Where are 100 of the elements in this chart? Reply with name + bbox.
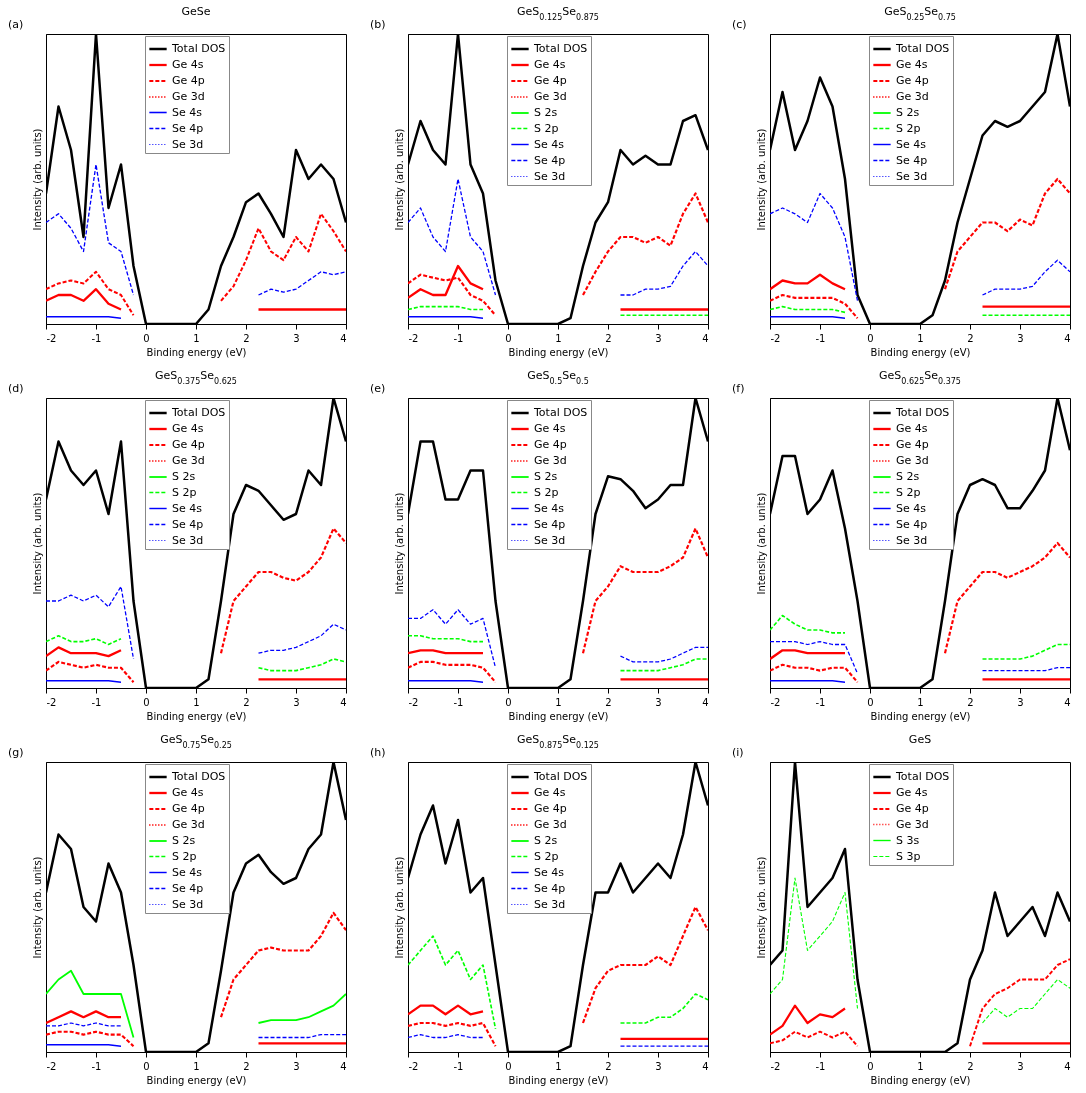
x-tick-label: 0 xyxy=(867,332,874,344)
legend-label: Se 3d xyxy=(172,533,204,547)
legend-label: Ge 3d xyxy=(896,90,929,103)
legend-label: S 2s xyxy=(896,106,920,119)
x-tick-label: 1 xyxy=(193,332,200,344)
legend-label: S 2p xyxy=(172,485,197,499)
x-tick-label: 3 xyxy=(293,696,300,708)
legend-label: Ge 4p xyxy=(534,802,567,815)
legend-label: Ge 4p xyxy=(896,802,929,815)
legend-label: Se 3d xyxy=(896,169,928,183)
legend-label: Se 4s xyxy=(534,137,565,151)
legend-label: Ge 4s xyxy=(534,786,566,799)
legend-label: Ge 3d xyxy=(896,817,929,831)
legend-label: Ge 4s xyxy=(172,422,204,435)
x-tick-label: 1 xyxy=(555,1060,562,1072)
y-axis-title: Intensity (arb. units) xyxy=(755,128,767,231)
x-tick-label: 4 xyxy=(702,696,709,708)
y-axis-title: Intensity (arb. units) xyxy=(393,856,405,959)
legend-label: Ge 4s xyxy=(896,58,928,71)
legend-label: Se 3d xyxy=(534,897,566,911)
legend-label: Total DOS xyxy=(895,406,950,419)
legend-label: Total DOS xyxy=(533,770,588,783)
x-tick-label: 3 xyxy=(1017,332,1024,344)
x-tick-label: 3 xyxy=(293,332,300,344)
legend-label: Ge 4p xyxy=(534,438,567,451)
chart-title: GeSe xyxy=(181,5,211,18)
x-tick-label: 2 xyxy=(243,332,250,344)
x-tick-label: 4 xyxy=(1064,1060,1071,1072)
legend-label: Ge 4s xyxy=(534,58,566,71)
legend-label: Ge 4p xyxy=(896,438,929,451)
legend-label: S 2s xyxy=(172,834,196,847)
x-tick-label: -2 xyxy=(46,1060,57,1072)
x-tick-label: 0 xyxy=(143,332,150,344)
y-axis-title: Intensity (arb. units) xyxy=(31,856,43,959)
legend-label: Ge 3d xyxy=(172,818,205,831)
x-tick-label: 4 xyxy=(1064,696,1071,708)
x-tick-label: -2 xyxy=(408,332,419,344)
legend-label: Se 4s xyxy=(172,501,203,515)
x-axis-title: Binding energy (eV) xyxy=(146,346,247,358)
legend-label: S 3s xyxy=(896,833,920,847)
x-tick-label: 2 xyxy=(243,696,250,708)
legend-label: S 2s xyxy=(534,834,558,847)
y-axis-title: Intensity (arb. units) xyxy=(31,492,43,595)
legend-label: Ge 3d xyxy=(534,90,567,103)
x-tick-label: -1 xyxy=(815,696,826,708)
text: (g) xyxy=(8,746,24,759)
y-axis-title: Intensity (arb. units) xyxy=(393,128,405,231)
x-tick-label: 1 xyxy=(193,1060,200,1072)
legend-label: Se 4s xyxy=(172,865,203,879)
legend-label: Se 4s xyxy=(896,137,927,151)
legend-label: Ge 4p xyxy=(896,74,929,87)
legend-label: Ge 4s xyxy=(896,786,928,799)
y-axis-title: Intensity (arb. units) xyxy=(755,492,767,595)
legend-label: Se 3d xyxy=(172,897,204,911)
x-tick-label: 4 xyxy=(702,332,709,344)
x-tick-label: -2 xyxy=(770,696,781,708)
x-tick-label: 3 xyxy=(1017,696,1024,708)
legend-label: S 2p xyxy=(896,485,921,499)
x-tick-label: 1 xyxy=(555,332,562,344)
legend-label: Total DOS xyxy=(533,406,588,419)
x-axis-title: Binding energy (eV) xyxy=(870,710,971,722)
legend-label: Se 4p xyxy=(172,121,204,135)
legend-label: Ge 4p xyxy=(172,74,205,87)
x-tick-label: 0 xyxy=(143,696,150,708)
x-axis-title: Binding energy (eV) xyxy=(508,346,609,358)
x-tick-label: 2 xyxy=(967,1060,974,1072)
legend-label: Se 4s xyxy=(534,865,565,879)
legend-label: S 3p xyxy=(896,849,921,863)
legend-label: S 2s xyxy=(896,470,920,483)
x-tick-label: -2 xyxy=(770,332,781,344)
x-tick-label: 0 xyxy=(867,696,874,708)
x-tick-label: 4 xyxy=(340,332,347,344)
x-tick-label: -1 xyxy=(453,1060,464,1072)
legend-label: S 2p xyxy=(172,849,197,863)
x-tick-label: 1 xyxy=(193,696,200,708)
x-tick-label: 1 xyxy=(555,696,562,708)
x-tick-label: 4 xyxy=(340,696,347,708)
x-axis-title: Binding energy (eV) xyxy=(508,1074,609,1086)
legend-label: Ge 4s xyxy=(534,422,566,435)
text: (e) xyxy=(370,382,386,395)
x-tick-label: 0 xyxy=(505,1060,512,1072)
x-tick-label: -1 xyxy=(453,332,464,344)
legend-label: Ge 3d xyxy=(172,454,205,467)
legend-label: Ge 3d xyxy=(172,90,205,103)
legend-label: S 2p xyxy=(534,485,559,499)
x-axis-title: Binding energy (eV) xyxy=(508,710,609,722)
x-tick-label: -1 xyxy=(91,696,102,708)
x-tick-label: 3 xyxy=(1017,1060,1024,1072)
legend-label: Ge 4p xyxy=(172,802,205,815)
legend-label: Se 3d xyxy=(896,533,928,547)
x-tick-label: 0 xyxy=(505,696,512,708)
legend-label: Ge 4s xyxy=(172,786,204,799)
chart-title: GeS$_{0.375}$Se$_{0.625}$ xyxy=(155,369,237,386)
x-tick-label: 1 xyxy=(917,696,924,708)
legend-label: Se 3d xyxy=(534,533,566,547)
legend-label: S 2p xyxy=(534,849,559,863)
legend-label: Se 4p xyxy=(172,881,204,895)
x-tick-label: 3 xyxy=(655,1060,662,1072)
x-tick-label: 4 xyxy=(702,1060,709,1072)
legend-label: Se 4p xyxy=(534,517,566,531)
